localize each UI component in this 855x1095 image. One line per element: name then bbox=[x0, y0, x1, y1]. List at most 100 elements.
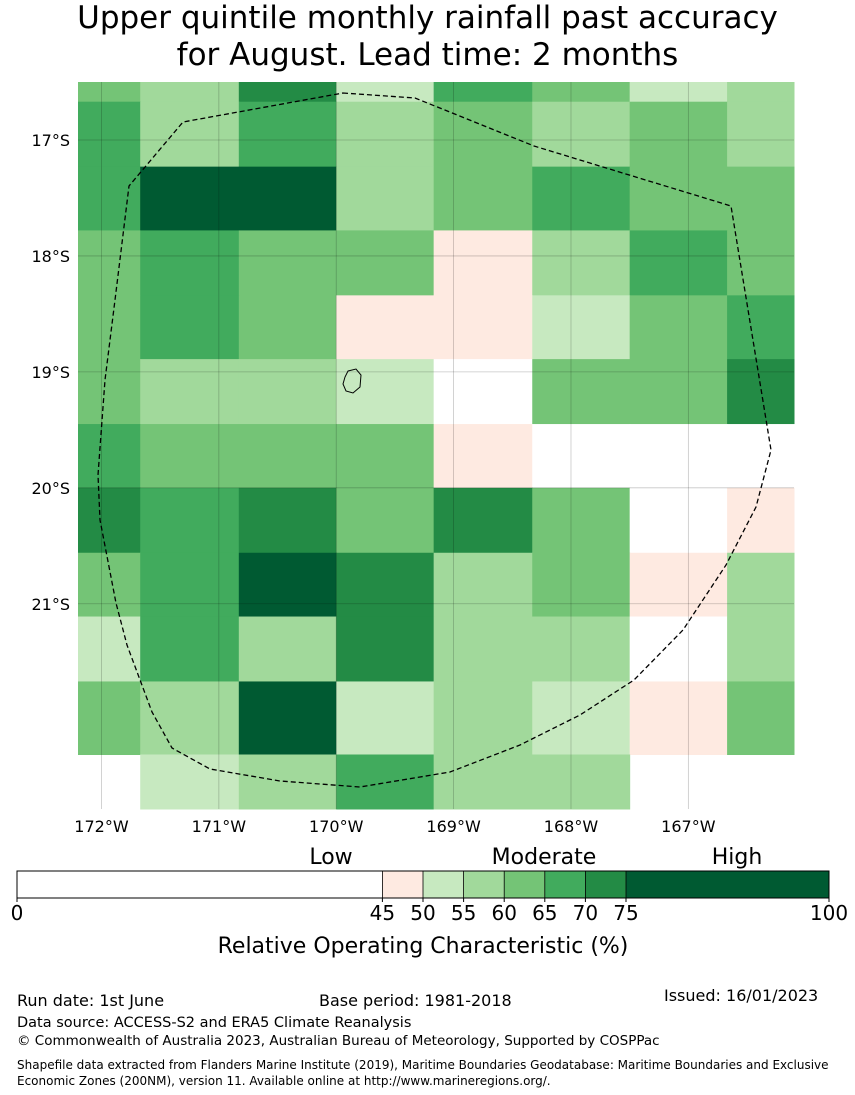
heatmap-cell bbox=[78, 616, 141, 682]
heatmap-cell bbox=[727, 552, 795, 618]
colorbar-tick-label: 45 bbox=[370, 901, 395, 925]
colorbar-segment bbox=[504, 871, 545, 898]
heatmap-cell bbox=[336, 754, 435, 810]
colorbar-tick-label: 60 bbox=[491, 901, 516, 925]
heatmap-cell bbox=[727, 424, 795, 489]
x-tick-label: 170°W bbox=[309, 817, 364, 836]
heatmap-cell bbox=[336, 295, 435, 360]
x-tick-label: 167°W bbox=[661, 817, 716, 836]
heatmap-cell bbox=[78, 487, 141, 554]
heatmap-cell bbox=[433, 754, 533, 810]
heatmap-cell bbox=[238, 754, 337, 810]
heatmap-cell bbox=[629, 101, 728, 168]
heatmap-cell bbox=[238, 616, 337, 682]
heatmap-cell bbox=[433, 424, 533, 489]
colorbar-segment bbox=[17, 871, 383, 898]
run-date: Run date: 1st June bbox=[17, 991, 165, 1010]
heatmap-cell bbox=[532, 487, 631, 554]
colorbar-segment bbox=[423, 871, 464, 898]
x-tick-label: 168°W bbox=[544, 817, 599, 836]
heatmap-cell bbox=[336, 681, 435, 756]
heatmap-cell bbox=[140, 754, 240, 810]
colorbar-tick-label: 65 bbox=[532, 901, 557, 925]
heatmap-cell bbox=[629, 82, 728, 103]
heatmap-cell bbox=[78, 230, 141, 296]
heatmap-cell bbox=[532, 616, 631, 682]
heatmap-cell bbox=[238, 166, 337, 231]
heatmap-cell bbox=[532, 552, 631, 618]
heatmap-cell bbox=[629, 681, 728, 756]
heatmap-cell bbox=[629, 552, 728, 618]
colorbar-segment bbox=[382, 871, 423, 898]
colorbar-category-label: High bbox=[712, 845, 763, 870]
heatmap-cell bbox=[532, 359, 631, 425]
colorbar-tick-label: 50 bbox=[410, 901, 435, 925]
heatmap-cell bbox=[238, 487, 337, 554]
chart-title: Upper quintile monthly rainfall past acc… bbox=[0, 0, 855, 74]
heatmap-cell bbox=[238, 295, 337, 360]
colorbar-category-label: Moderate bbox=[492, 845, 597, 870]
heatmap-cell bbox=[727, 359, 795, 425]
heatmap-cell bbox=[433, 552, 533, 618]
heatmap-cell bbox=[433, 616, 533, 682]
heatmap-cell bbox=[140, 552, 240, 618]
heatmap-cell bbox=[433, 359, 533, 425]
heatmap-cell bbox=[140, 359, 240, 425]
x-tick-label: 169°W bbox=[426, 817, 481, 836]
heatmap-cell bbox=[238, 101, 337, 168]
heatmap-cell bbox=[433, 166, 533, 231]
colorbar-tick-label: 100 bbox=[810, 901, 848, 925]
heatmap-cell bbox=[629, 230, 728, 296]
colorbar-category-label: Low bbox=[309, 845, 352, 870]
heatmap-cell bbox=[629, 359, 728, 425]
heatmap-cell bbox=[629, 424, 728, 489]
x-tick-label: 172°W bbox=[74, 817, 129, 836]
heatmap-cell bbox=[433, 295, 533, 360]
y-tick-label: 19°S bbox=[31, 363, 70, 382]
y-tick-label: 17°S bbox=[31, 131, 70, 150]
heatmap-cell bbox=[140, 295, 240, 360]
heatmap-cell bbox=[336, 424, 435, 489]
colorbar-tick-label: 75 bbox=[613, 901, 638, 925]
heatmap-cell bbox=[336, 487, 435, 554]
heatmap-cell bbox=[140, 101, 240, 168]
island-outline bbox=[342, 368, 362, 394]
heatmap-cell bbox=[238, 82, 337, 103]
heatmap-cell bbox=[238, 552, 337, 618]
heatmap-cell bbox=[532, 230, 631, 296]
heatmap-cell bbox=[727, 101, 795, 168]
heatmap-cell bbox=[336, 230, 435, 296]
heatmap-cell bbox=[727, 681, 795, 756]
heatmap-cell bbox=[336, 359, 435, 425]
colorbar-segment bbox=[585, 871, 626, 898]
heatmap-cell bbox=[238, 230, 337, 296]
heatmap-cell bbox=[629, 487, 728, 554]
heatmap-cell bbox=[140, 82, 240, 103]
data-source: Data source: ACCESS-S2 and ERA5 Climate … bbox=[17, 1015, 412, 1031]
heatmap-cell bbox=[78, 82, 141, 103]
y-tick-label: 21°S bbox=[31, 595, 70, 614]
heatmap-cell bbox=[140, 487, 240, 554]
heatmap-cell bbox=[727, 295, 795, 360]
copyright-notice: © Commonwealth of Australia 2023, Austra… bbox=[17, 1033, 660, 1049]
heatmap-cell bbox=[336, 166, 435, 231]
heatmap-cell bbox=[433, 487, 533, 554]
heatmap-cell bbox=[629, 295, 728, 360]
heatmap-cell bbox=[532, 754, 631, 810]
heatmap-cell bbox=[727, 166, 795, 231]
heatmap-cell bbox=[140, 616, 240, 682]
y-tick-label: 18°S bbox=[31, 247, 70, 266]
heatmap-cell bbox=[629, 616, 728, 682]
colorbar-segment bbox=[463, 871, 505, 898]
heatmap-cell bbox=[140, 424, 240, 489]
heatmap-cell bbox=[433, 101, 533, 168]
heatmap-cell bbox=[140, 230, 240, 296]
heatmap-cell bbox=[433, 681, 533, 756]
chart-title-line-1: Upper quintile monthly rainfall past acc… bbox=[77, 0, 778, 36]
heatmap-cell bbox=[336, 616, 435, 682]
heatmap-cell bbox=[433, 230, 533, 296]
colorbar-label: Relative Operating Characteristic (%) bbox=[218, 934, 629, 959]
base-period: Base period: 1981-2018 bbox=[319, 991, 512, 1010]
colorbar-segment bbox=[544, 871, 586, 898]
